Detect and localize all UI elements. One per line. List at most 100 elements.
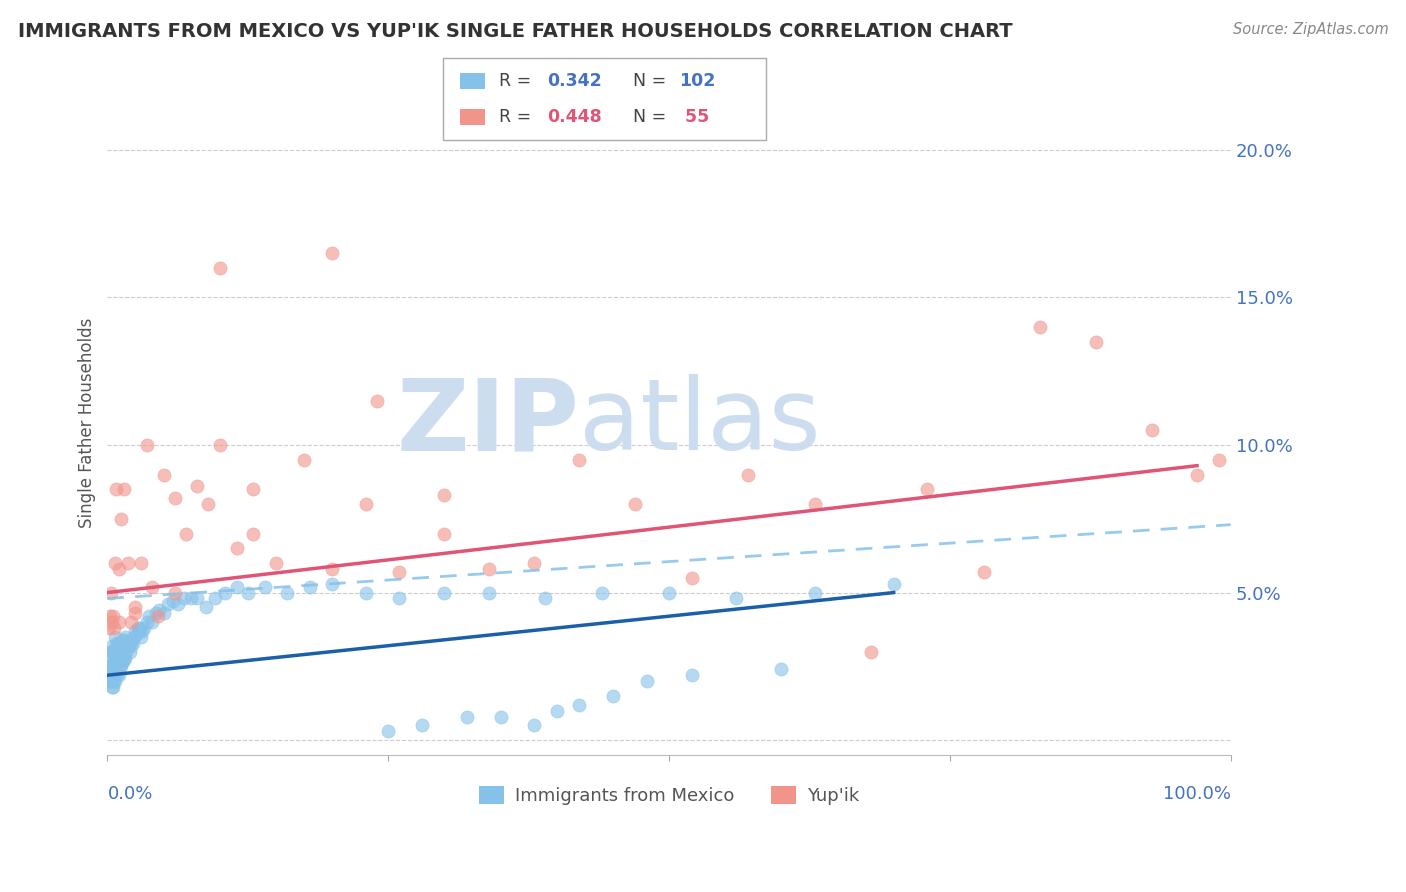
Point <box>105 483 128 497</box>
Point <box>163 491 186 505</box>
Point <box>105 653 128 667</box>
Point <box>111 657 134 671</box>
Point <box>101 680 124 694</box>
Point <box>101 668 124 682</box>
Point <box>108 644 131 658</box>
Point <box>112 483 135 497</box>
Point <box>125 627 148 641</box>
Point <box>276 585 298 599</box>
Point <box>104 674 127 689</box>
Point <box>186 591 208 606</box>
Point <box>1208 452 1230 467</box>
Text: 102: 102 <box>679 72 716 90</box>
Point <box>1140 423 1163 437</box>
Point <box>107 636 129 650</box>
Point <box>107 668 129 682</box>
Point <box>118 644 141 658</box>
Point <box>104 659 127 673</box>
Point <box>321 562 343 576</box>
Text: 55: 55 <box>679 108 710 126</box>
Point <box>321 576 343 591</box>
Point <box>152 606 174 620</box>
Text: 0.342: 0.342 <box>547 72 602 90</box>
Point <box>883 576 905 591</box>
Point <box>112 653 135 667</box>
Point <box>98 609 121 624</box>
Point <box>101 680 124 694</box>
Point <box>264 556 287 570</box>
Point <box>98 659 121 673</box>
Point <box>134 621 156 635</box>
Point <box>225 580 247 594</box>
Point <box>167 598 190 612</box>
Point <box>568 452 591 467</box>
Text: N =: N = <box>633 108 672 126</box>
Point <box>546 704 568 718</box>
Point <box>122 636 145 650</box>
Point <box>860 644 883 658</box>
Point <box>98 674 121 689</box>
Point <box>208 438 231 452</box>
Point <box>104 644 127 658</box>
Point <box>208 260 231 275</box>
Text: 100.0%: 100.0% <box>1163 786 1230 804</box>
Point <box>1185 467 1208 482</box>
Point <box>114 650 136 665</box>
Point <box>112 653 135 667</box>
Point <box>129 556 152 570</box>
Point <box>433 488 456 502</box>
Point <box>97 674 120 689</box>
Point <box>174 526 197 541</box>
Point <box>388 591 411 606</box>
Point <box>456 709 478 723</box>
Text: 0.448: 0.448 <box>547 108 602 126</box>
Point <box>97 621 120 635</box>
Point <box>117 639 139 653</box>
Point <box>107 636 129 650</box>
Point <box>478 585 501 599</box>
Text: atlas: atlas <box>579 375 821 471</box>
Point <box>138 609 160 624</box>
Point <box>104 630 127 644</box>
Point <box>658 585 681 599</box>
Point <box>568 698 591 712</box>
Text: N =: N = <box>633 72 672 90</box>
Point <box>124 624 146 638</box>
Point <box>107 615 129 629</box>
Point <box>100 674 122 689</box>
Point <box>433 526 456 541</box>
Point <box>131 624 153 638</box>
Point <box>107 562 129 576</box>
Point <box>103 674 125 689</box>
Point <box>135 438 157 452</box>
Point <box>100 585 122 599</box>
Point <box>292 452 315 467</box>
Point <box>101 639 124 653</box>
Point <box>366 393 388 408</box>
Point <box>1084 334 1107 349</box>
Point <box>145 606 167 620</box>
Text: R =: R = <box>499 72 537 90</box>
Point <box>163 585 186 599</box>
Point <box>523 556 546 570</box>
Point <box>105 639 128 653</box>
Point <box>98 644 121 658</box>
Point <box>681 668 703 682</box>
Point <box>681 571 703 585</box>
Point <box>354 497 377 511</box>
Point <box>204 591 226 606</box>
Point <box>101 615 124 629</box>
Point <box>770 662 793 676</box>
Point <box>157 598 180 612</box>
Point <box>141 615 163 629</box>
Point <box>917 483 939 497</box>
Point <box>152 467 174 482</box>
Point <box>225 541 247 556</box>
Point <box>107 653 129 667</box>
Point <box>101 644 124 658</box>
Point <box>107 653 129 667</box>
Point <box>110 639 132 653</box>
Point <box>173 591 195 606</box>
Text: IMMIGRANTS FROM MEXICO VS YUP'IK SINGLE FATHER HOUSEHOLDS CORRELATION CHART: IMMIGRANTS FROM MEXICO VS YUP'IK SINGLE … <box>18 22 1012 41</box>
Point <box>973 565 995 579</box>
